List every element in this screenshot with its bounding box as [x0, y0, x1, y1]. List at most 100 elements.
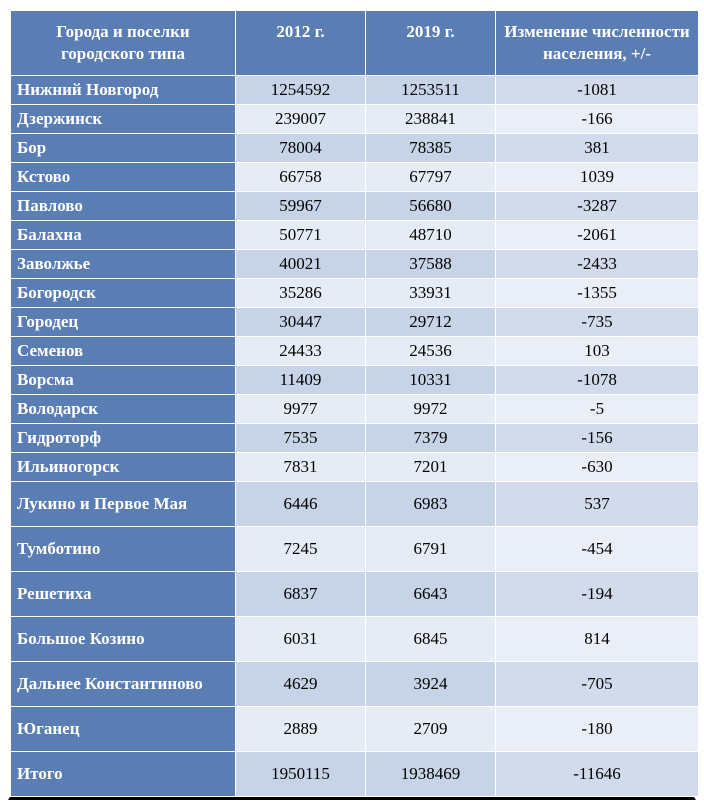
cell-delta: -1081	[496, 76, 699, 105]
cell-city: Балахна	[11, 221, 236, 250]
table-row: Володарск99779972-5	[11, 395, 699, 424]
cell-delta: 1039	[496, 163, 699, 192]
table-row: Дальнее Константиново46293924-705	[11, 662, 699, 707]
cell-2019: 33931	[366, 279, 496, 308]
cell-2019: 2709	[366, 707, 496, 752]
cell-2012: 6031	[236, 617, 366, 662]
cell-city: Городец	[11, 308, 236, 337]
cell-2012: 59967	[236, 192, 366, 221]
cell-delta: -180	[496, 707, 699, 752]
table-row: Павлово5996756680-3287	[11, 192, 699, 221]
cell-delta: -630	[496, 453, 699, 482]
cell-2019: 24536	[366, 337, 496, 366]
header-delta: Изменение численности населения, +/-	[496, 11, 699, 76]
table-row: Городец3044729712-735	[11, 308, 699, 337]
cell-delta: 814	[496, 617, 699, 662]
table-row: Большое Козино60316845814	[11, 617, 699, 662]
cell-delta: -194	[496, 572, 699, 617]
cell-2012: 11409	[236, 366, 366, 395]
cell-delta: -2061	[496, 221, 699, 250]
cell-city: Володарск	[11, 395, 236, 424]
cell-city: Лукино и Первое Мая	[11, 482, 236, 527]
table-row: Лукино и Первое Мая64466983537	[11, 482, 699, 527]
cell-delta: -1355	[496, 279, 699, 308]
cell-2019: 48710	[366, 221, 496, 250]
table-header: Города и поселки городского типа 2012 г.…	[11, 11, 699, 76]
cell-city: Богородск	[11, 279, 236, 308]
table-row: Кстово66758677971039	[11, 163, 699, 192]
header-2019: 2019 г.	[366, 11, 496, 76]
cell-2012: 239007	[236, 105, 366, 134]
cell-2012: 9977	[236, 395, 366, 424]
cell-city: Дзержинск	[11, 105, 236, 134]
cell-2019: 7201	[366, 453, 496, 482]
header-2012: 2012 г.	[236, 11, 366, 76]
cell-2012: 35286	[236, 279, 366, 308]
cell-city: Итого	[11, 752, 236, 797]
cell-2012: 24433	[236, 337, 366, 366]
cell-2012: 7535	[236, 424, 366, 453]
population-table: Города и поселки городского типа 2012 г.…	[8, 8, 696, 800]
cell-2019: 6983	[366, 482, 496, 527]
cell-delta: -1078	[496, 366, 699, 395]
cell-delta: -735	[496, 308, 699, 337]
cell-2019: 78385	[366, 134, 496, 163]
cell-2019: 6643	[366, 572, 496, 617]
header-city: Города и поселки городского типа	[11, 11, 236, 76]
cell-delta: -5	[496, 395, 699, 424]
cell-2019: 6791	[366, 527, 496, 572]
cell-2012: 1254592	[236, 76, 366, 105]
cell-2012: 4629	[236, 662, 366, 707]
cell-city: Заволжье	[11, 250, 236, 279]
cell-2012: 6837	[236, 572, 366, 617]
table-row: Решетиха68376643-194	[11, 572, 699, 617]
table-row: Ильиногорск78317201-630	[11, 453, 699, 482]
cell-2019: 67797	[366, 163, 496, 192]
table-row: Нижний Новгород12545921253511-1081	[11, 76, 699, 105]
cell-city: Юганец	[11, 707, 236, 752]
cell-delta: -3287	[496, 192, 699, 221]
cell-delta: -454	[496, 527, 699, 572]
cell-delta: 537	[496, 482, 699, 527]
cell-city: Бор	[11, 134, 236, 163]
cell-2012: 40021	[236, 250, 366, 279]
table-row: Тумботино72456791-454	[11, 527, 699, 572]
table-row: Гидроторф75357379-156	[11, 424, 699, 453]
cell-2019: 1253511	[366, 76, 496, 105]
table-row: Юганец28892709-180	[11, 707, 699, 752]
cell-city: Тумботино	[11, 527, 236, 572]
table: Города и поселки городского типа 2012 г.…	[10, 10, 699, 797]
cell-city: Ворсма	[11, 366, 236, 395]
cell-delta: -705	[496, 662, 699, 707]
cell-2012: 7831	[236, 453, 366, 482]
cell-city: Нижний Новгород	[11, 76, 236, 105]
cell-2012: 66758	[236, 163, 366, 192]
cell-2019: 10331	[366, 366, 496, 395]
cell-2012: 2889	[236, 707, 366, 752]
cell-2019: 238841	[366, 105, 496, 134]
cell-delta: -2433	[496, 250, 699, 279]
cell-2019: 7379	[366, 424, 496, 453]
table-row: Заволжье4002137588-2433	[11, 250, 699, 279]
cell-2012: 6446	[236, 482, 366, 527]
cell-city: Семенов	[11, 337, 236, 366]
table-body: Нижний Новгород12545921253511-1081Дзержи…	[11, 76, 699, 797]
cell-city: Гидроторф	[11, 424, 236, 453]
cell-2019: 6845	[366, 617, 496, 662]
table-row: Итого19501151938469-11646	[11, 752, 699, 797]
table-row: Семенов2443324536103	[11, 337, 699, 366]
cell-2012: 50771	[236, 221, 366, 250]
table-row: Бор7800478385381	[11, 134, 699, 163]
cell-city: Ильиногорск	[11, 453, 236, 482]
table-row: Ворсма1140910331-1078	[11, 366, 699, 395]
cell-2012: 78004	[236, 134, 366, 163]
cell-delta: 381	[496, 134, 699, 163]
cell-city: Дальнее Константиново	[11, 662, 236, 707]
cell-delta: -156	[496, 424, 699, 453]
table-row: Богородск3528633931-1355	[11, 279, 699, 308]
cell-2019: 3924	[366, 662, 496, 707]
cell-2012: 7245	[236, 527, 366, 572]
cell-2012: 30447	[236, 308, 366, 337]
table-row: Дзержинск239007238841-166	[11, 105, 699, 134]
cell-city: Павлово	[11, 192, 236, 221]
